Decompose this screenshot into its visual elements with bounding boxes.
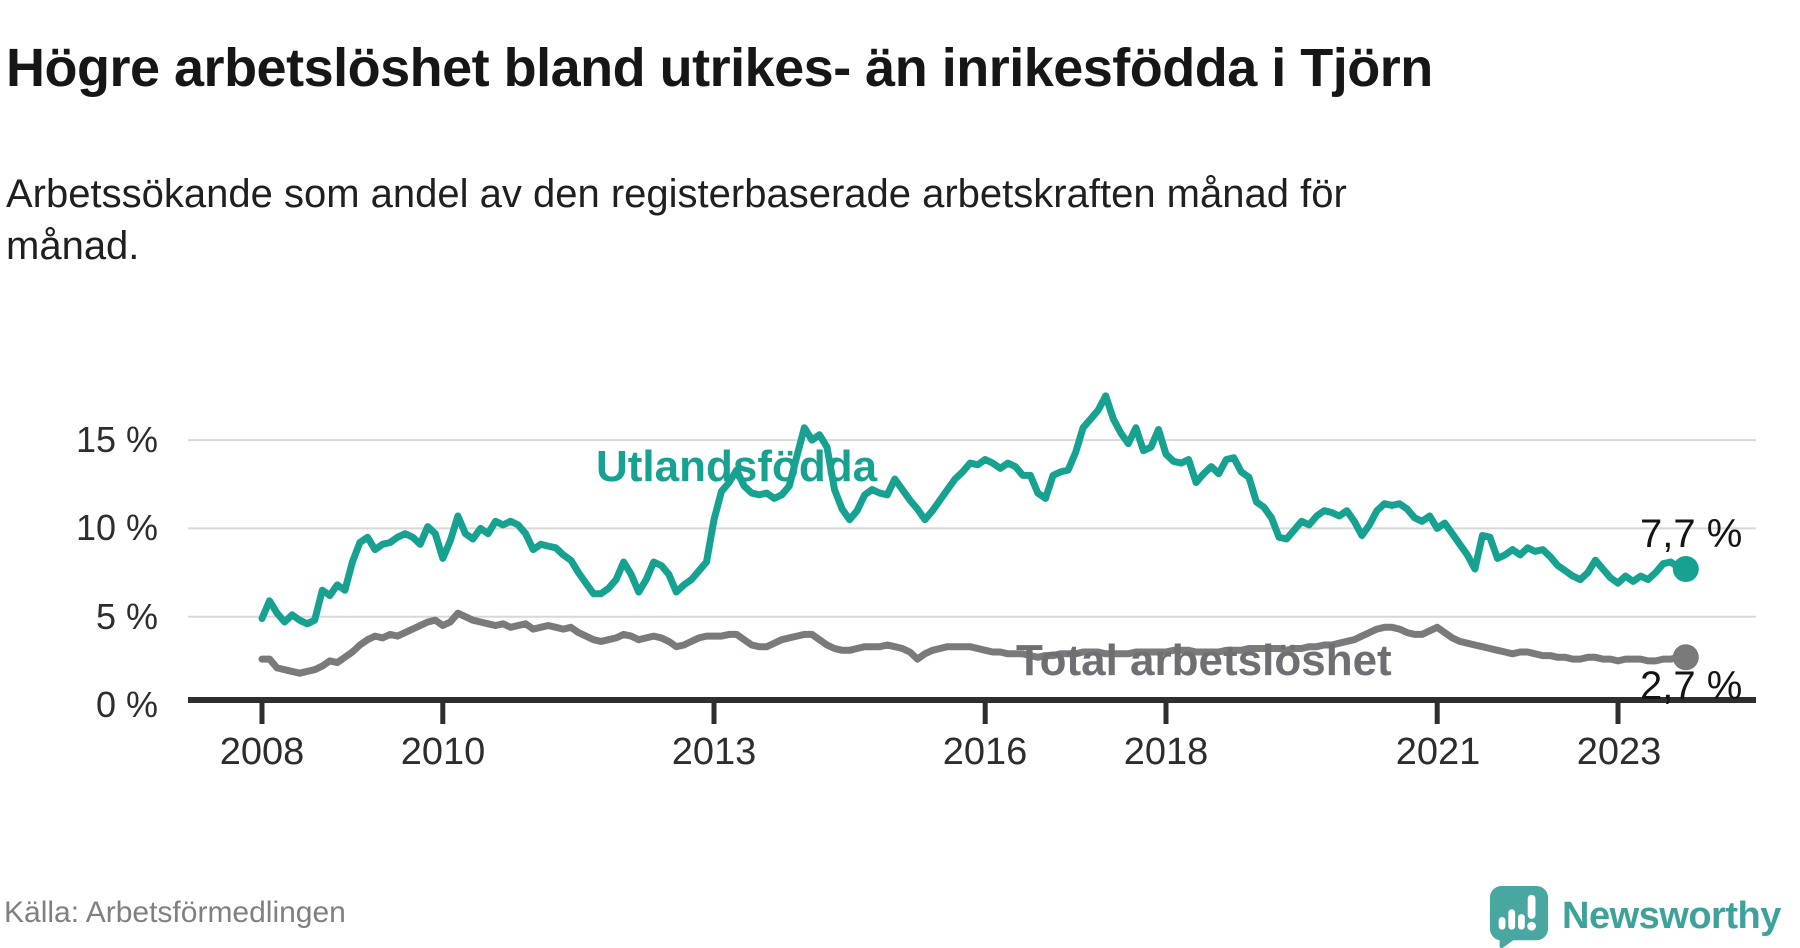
series-end-dot: [1672, 556, 1699, 582]
y-axis-tick-label: 5 %: [95, 596, 158, 637]
x-axis-tick-label: 2018: [1123, 731, 1209, 773]
page-title: Högre arbetslöshet bland utrikes- än inr…: [6, 38, 1433, 99]
series-label-utlandsfodda: Utlandsfödda: [596, 442, 878, 491]
source-note: Källa: Arbetsförmedlingen: [4, 896, 346, 929]
x-axis-tick-label: 2021: [1395, 731, 1481, 773]
brand-lockup: Newsworthy: [1488, 884, 1781, 948]
series-label-total-arbetsloshet: Total arbetslöshet: [1016, 636, 1392, 685]
x-axis-tick-label: 2016: [942, 731, 1028, 773]
end-value-label-utlandsfodda: 7,7 %: [1640, 512, 1743, 556]
x-axis-tick-label: 2013: [671, 731, 757, 773]
y-axis-tick-label: 15 %: [75, 419, 158, 460]
newsworthy-logo-icon: [1488, 884, 1550, 948]
y-axis-tick-label: 0 %: [95, 684, 158, 725]
brand-name: Newsworthy: [1562, 894, 1781, 937]
y-axis-tick-label: 10 %: [75, 507, 158, 548]
series-line: [258, 609, 1690, 677]
series-end-dot: [1672, 644, 1699, 671]
x-axis-tick-label: 2008: [219, 731, 305, 773]
series-line: [258, 392, 1690, 628]
x-axis-tick-label: 2010: [400, 731, 486, 773]
page-subtitle: Arbetssökande som andel av den registerb…: [6, 172, 1347, 268]
x-axis-tick-label: 2023: [1576, 731, 1662, 773]
end-value-label-total: 2,7 %: [1640, 664, 1743, 708]
